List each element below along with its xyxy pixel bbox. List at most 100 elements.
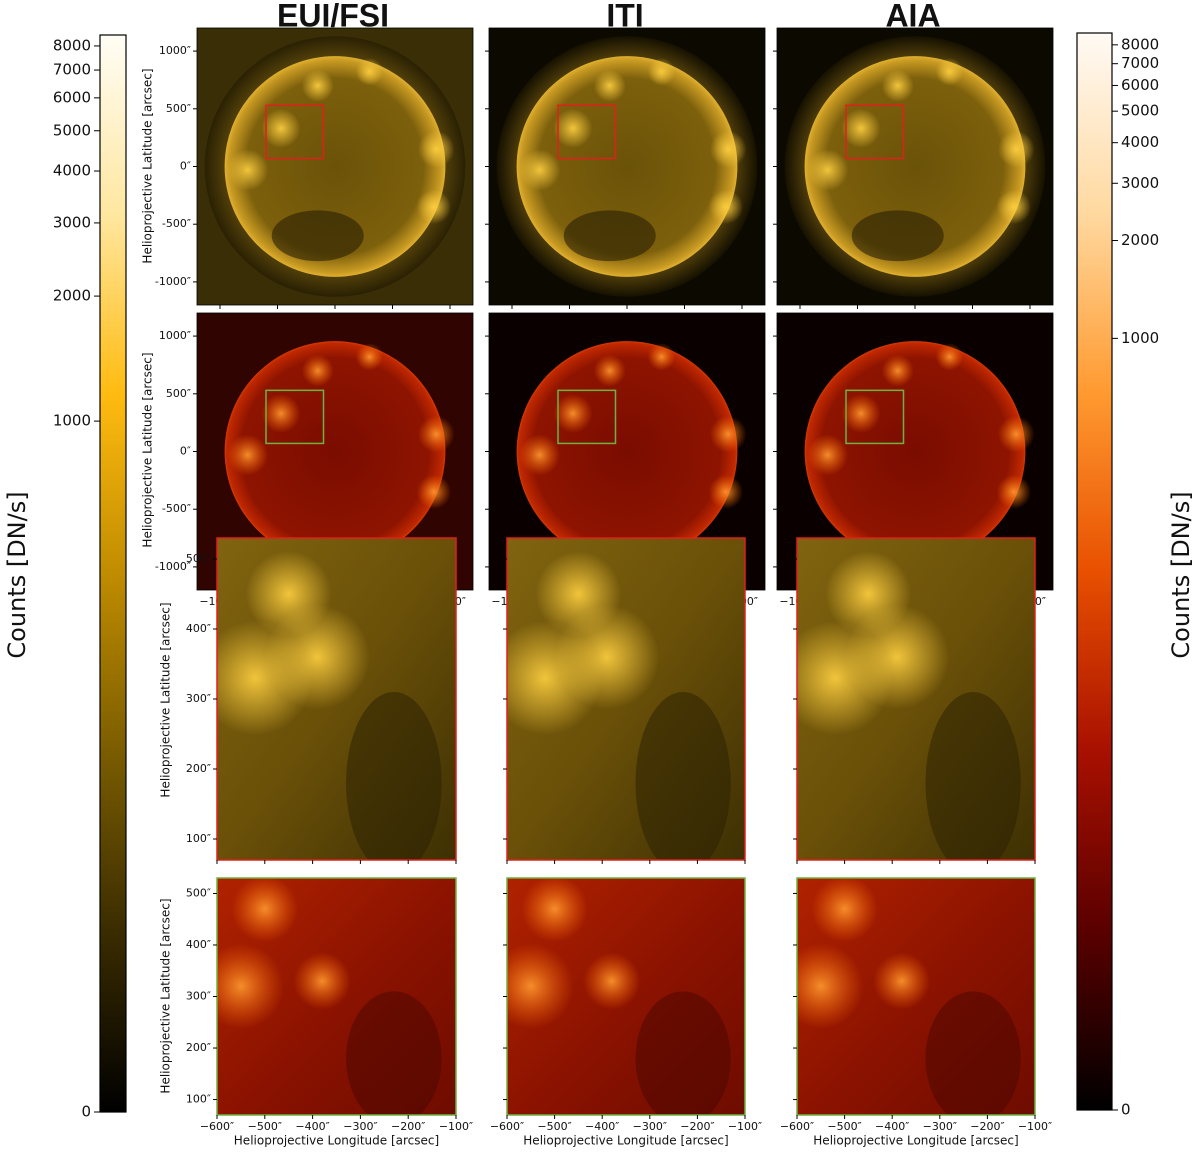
- active-region: [553, 393, 593, 433]
- colorbar-tick-label: 8000: [53, 36, 91, 54]
- region-box: [557, 104, 617, 160]
- x-tick-label: −200″: [970, 1120, 1004, 1133]
- active-region: [553, 108, 593, 148]
- active-region: [647, 343, 676, 371]
- panel-image: [777, 28, 1053, 305]
- colorbar-tick-label: 4000: [53, 162, 91, 180]
- y-tick-label: 400″: [186, 938, 211, 951]
- panel-image: [197, 28, 473, 305]
- dark-lane: [925, 991, 1021, 1115]
- y-tick-label: -500″: [162, 502, 191, 515]
- colorbar-tick-label: 6000: [1121, 76, 1159, 94]
- active-region: [806, 434, 849, 476]
- x-tick-label: −400″: [295, 1120, 329, 1133]
- coronal-hole: [851, 210, 944, 262]
- dark-lane: [635, 692, 731, 860]
- active-region: [261, 108, 301, 148]
- active-region: [935, 58, 964, 86]
- colorbar-tick-label: 5000: [53, 121, 91, 139]
- colorbar: [1076, 32, 1113, 1111]
- bright-region: [521, 878, 588, 943]
- x-tick-label: −300″: [923, 1120, 957, 1133]
- dark-lane: [346, 991, 442, 1115]
- active-region: [301, 354, 334, 387]
- bright-region: [825, 551, 912, 637]
- colorbar-tick-label: 0: [81, 1103, 91, 1121]
- active-region: [226, 149, 269, 191]
- active-region: [593, 69, 626, 102]
- bright-region: [583, 952, 641, 1010]
- colorbar-tick-label: 3000: [53, 213, 91, 231]
- panel-image: [797, 878, 1035, 1115]
- colorbar-tick-label: 8000: [1121, 35, 1159, 53]
- y-tick-label: -500″: [162, 217, 191, 230]
- active-region: [518, 434, 561, 476]
- x-tick-label: −500″: [827, 1120, 861, 1133]
- bright-region: [217, 943, 284, 1030]
- dark-lane: [635, 991, 731, 1115]
- y-axis-label: Helioprojective Latitude [arcsec]: [141, 352, 155, 547]
- active-region: [417, 415, 455, 453]
- y-tick-label: -1000″: [155, 275, 191, 288]
- panel-image: [217, 538, 456, 860]
- colorbar-tick-label: 1000: [53, 412, 91, 430]
- y-tick-label: 0″: [180, 160, 191, 173]
- active-region: [709, 130, 747, 168]
- active-region: [417, 130, 455, 168]
- panel-image: [507, 878, 745, 1115]
- colorbar-label: Counts [DN/s]: [1167, 491, 1195, 658]
- x-axis-label: Helioprojective Longitude [arcsec]: [523, 1134, 728, 1148]
- active-region: [881, 354, 914, 387]
- active-region: [841, 108, 881, 148]
- x-tick-label: −200″: [391, 1120, 425, 1133]
- colorbar-tick-label: 3000: [1121, 174, 1159, 192]
- active-region: [708, 189, 744, 225]
- bright-region: [797, 943, 864, 1030]
- x-tick-label: −400″: [875, 1120, 909, 1133]
- x-axis-label: Helioprojective Longitude [arcsec]: [813, 1134, 1018, 1148]
- active-region: [355, 343, 384, 371]
- y-tick-label: 100″: [186, 832, 211, 845]
- active-region: [301, 69, 334, 102]
- colorbar-tick-label: 0: [1121, 1101, 1131, 1119]
- y-tick-label: 500″: [186, 552, 211, 565]
- bright-region: [535, 551, 622, 637]
- y-tick-label: 1000″: [159, 44, 191, 57]
- y-axis-label: Helioprojective Latitude [arcsec]: [159, 898, 173, 1093]
- x-tick-label: −500″: [248, 1120, 282, 1133]
- y-tick-label: 400″: [186, 622, 211, 635]
- x-tick-label: −200″: [680, 1120, 714, 1133]
- x-tick-label: −600″: [780, 1120, 814, 1133]
- active-region: [226, 434, 269, 476]
- panel-image: [507, 538, 745, 860]
- bright-region: [293, 952, 351, 1010]
- colorbar-label: Counts [DN/s]: [3, 491, 31, 658]
- active-region: [647, 58, 676, 86]
- active-region: [997, 415, 1035, 453]
- active-region: [996, 189, 1032, 225]
- x-tick-label: −300″: [633, 1120, 667, 1133]
- colorbar-tick-label: 6000: [53, 88, 91, 106]
- y-tick-label: 100″: [186, 1093, 211, 1106]
- active-region: [806, 149, 849, 191]
- region-box: [557, 389, 617, 445]
- y-tick-label: 0″: [180, 445, 191, 458]
- x-tick-label: −500″: [537, 1120, 571, 1133]
- colorbar-tick-label: 1000: [1121, 329, 1159, 347]
- region-box: [265, 104, 325, 160]
- active-region: [518, 149, 561, 191]
- colorbar-tick-label: 4000: [1121, 133, 1159, 151]
- y-axis-label: Helioprojective Latitude [arcsec]: [141, 68, 155, 263]
- bright-region: [217, 620, 313, 736]
- active-region: [996, 474, 1032, 510]
- active-region: [593, 354, 626, 387]
- region-box: [845, 104, 905, 160]
- y-axis-label: Helioprojective Latitude [arcsec]: [159, 602, 173, 797]
- bright-region: [797, 620, 893, 736]
- y-tick-label: 500″: [166, 387, 191, 400]
- y-tick-label: 1000″: [159, 329, 191, 342]
- colorbar-tick-label: 2000: [1121, 231, 1159, 249]
- y-tick-label: 500″: [166, 102, 191, 115]
- bright-region: [507, 620, 603, 736]
